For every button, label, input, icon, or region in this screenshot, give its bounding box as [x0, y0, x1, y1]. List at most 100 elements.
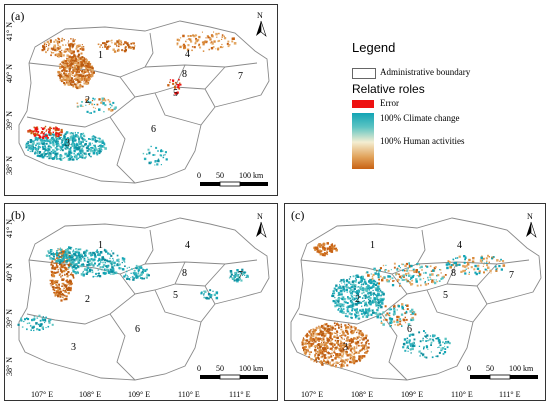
raster-pixel	[81, 56, 84, 59]
scale-tick: 50	[486, 364, 494, 373]
panel-c: 1 2 3 4 5 6 7 8 (c) 107° E 108° E 109° E…	[284, 203, 546, 401]
raster-pixel	[366, 339, 369, 342]
raster-pixel	[65, 70, 68, 73]
raster-pixel	[337, 291, 341, 295]
raster-pixel	[379, 297, 382, 300]
raster-pixel	[359, 339, 361, 341]
raster-pixel	[57, 44, 60, 47]
raster-pixel	[435, 337, 438, 340]
raster-pixel	[359, 334, 361, 336]
raster-pixel	[67, 254, 69, 257]
raster-pixel	[367, 301, 370, 304]
raster-pixel	[58, 248, 60, 250]
raster-pixel	[98, 272, 100, 275]
raster-pixel	[111, 104, 113, 107]
raster-pixel	[92, 263, 94, 266]
raster-pixel	[369, 291, 372, 294]
raster-pixel	[172, 82, 175, 85]
raster-pixel	[321, 361, 324, 364]
raster-pixel	[205, 37, 207, 39]
raster-pixel	[41, 49, 44, 52]
raster-pixel	[383, 277, 385, 279]
raster-pixel	[339, 335, 341, 337]
raster-pixel	[341, 328, 343, 330]
raster-pixel	[65, 68, 67, 70]
raster-pixel	[109, 260, 112, 263]
raster-pixel	[53, 255, 55, 258]
raster-pixel	[55, 266, 57, 268]
raster-pixel	[71, 272, 73, 274]
raster-pixel	[322, 242, 326, 246]
raster-pixel	[33, 146, 35, 149]
raster-pixel	[365, 288, 368, 291]
raster-pixel	[68, 257, 70, 260]
raster-pixel	[98, 253, 101, 257]
raster-pixel	[62, 157, 64, 159]
raster-pixel	[163, 154, 165, 156]
raster-pixel	[450, 264, 453, 267]
raster-pixel	[102, 272, 106, 275]
raster-pixel	[72, 270, 75, 273]
raster-pixel	[474, 271, 477, 274]
raster-pixel	[235, 278, 238, 281]
raster-pixel	[357, 300, 360, 303]
raster-pixel	[57, 70, 60, 74]
raster-pixel	[486, 269, 488, 271]
raster-pixel	[125, 273, 127, 275]
raster-pixel	[434, 281, 436, 283]
raster-pixel	[103, 142, 106, 144]
raster-pixel	[137, 267, 140, 269]
raster-pixel	[84, 254, 87, 257]
raster-pixel	[68, 251, 71, 254]
raster-pixel	[86, 149, 89, 152]
raster-pixel	[361, 344, 364, 347]
raster-pixel	[319, 345, 322, 349]
raster-pixel	[53, 262, 55, 264]
raster-pixel	[66, 140, 69, 142]
raster-pixel	[63, 82, 66, 84]
raster-pixel	[80, 144, 83, 147]
raster-pixel	[89, 251, 92, 254]
raster-pixel	[422, 337, 424, 339]
raster-pixel	[189, 35, 192, 37]
raster-pixel	[313, 246, 316, 250]
raster-pixel	[438, 341, 441, 344]
raster-pixel	[347, 308, 349, 310]
raster-pixel	[332, 248, 334, 251]
raster-pixel	[326, 327, 328, 329]
raster-pixel	[107, 252, 110, 255]
raster-pixel	[70, 52, 73, 55]
raster-pixel	[330, 341, 332, 343]
raster-pixel	[310, 336, 312, 339]
raster-pixel	[433, 267, 436, 270]
raster-pixel	[67, 268, 69, 271]
raster-pixel	[420, 265, 423, 269]
raster-pixel	[411, 347, 414, 351]
raster-pixel	[89, 67, 92, 70]
raster-pixel	[50, 137, 53, 140]
raster-pixel	[86, 99, 89, 102]
raster-pixel	[33, 132, 36, 136]
raster-pixel	[178, 82, 181, 85]
raster-pixel	[405, 262, 409, 266]
raster-pixel	[447, 340, 450, 343]
raster-pixel	[365, 351, 368, 354]
raster-pixel	[340, 364, 343, 367]
raster-pixel	[80, 254, 83, 257]
raster-pixel	[75, 258, 78, 261]
raster-pixel	[34, 318, 36, 320]
raster-pixel	[379, 289, 382, 292]
raster-pixel	[29, 146, 31, 149]
raster-pixel	[406, 340, 409, 342]
raster-pixel	[466, 263, 470, 266]
raster-pixel	[38, 323, 40, 326]
raster-pixel	[107, 99, 110, 101]
raster-pixel	[179, 83, 182, 86]
raster-pixel	[72, 47, 74, 49]
raster-pixel	[33, 329, 35, 332]
raster-pixel	[368, 281, 370, 283]
raster-pixel	[347, 323, 350, 326]
raster-pixel	[326, 339, 328, 341]
raster-pixel	[367, 274, 370, 277]
raster-pixel	[83, 134, 86, 137]
